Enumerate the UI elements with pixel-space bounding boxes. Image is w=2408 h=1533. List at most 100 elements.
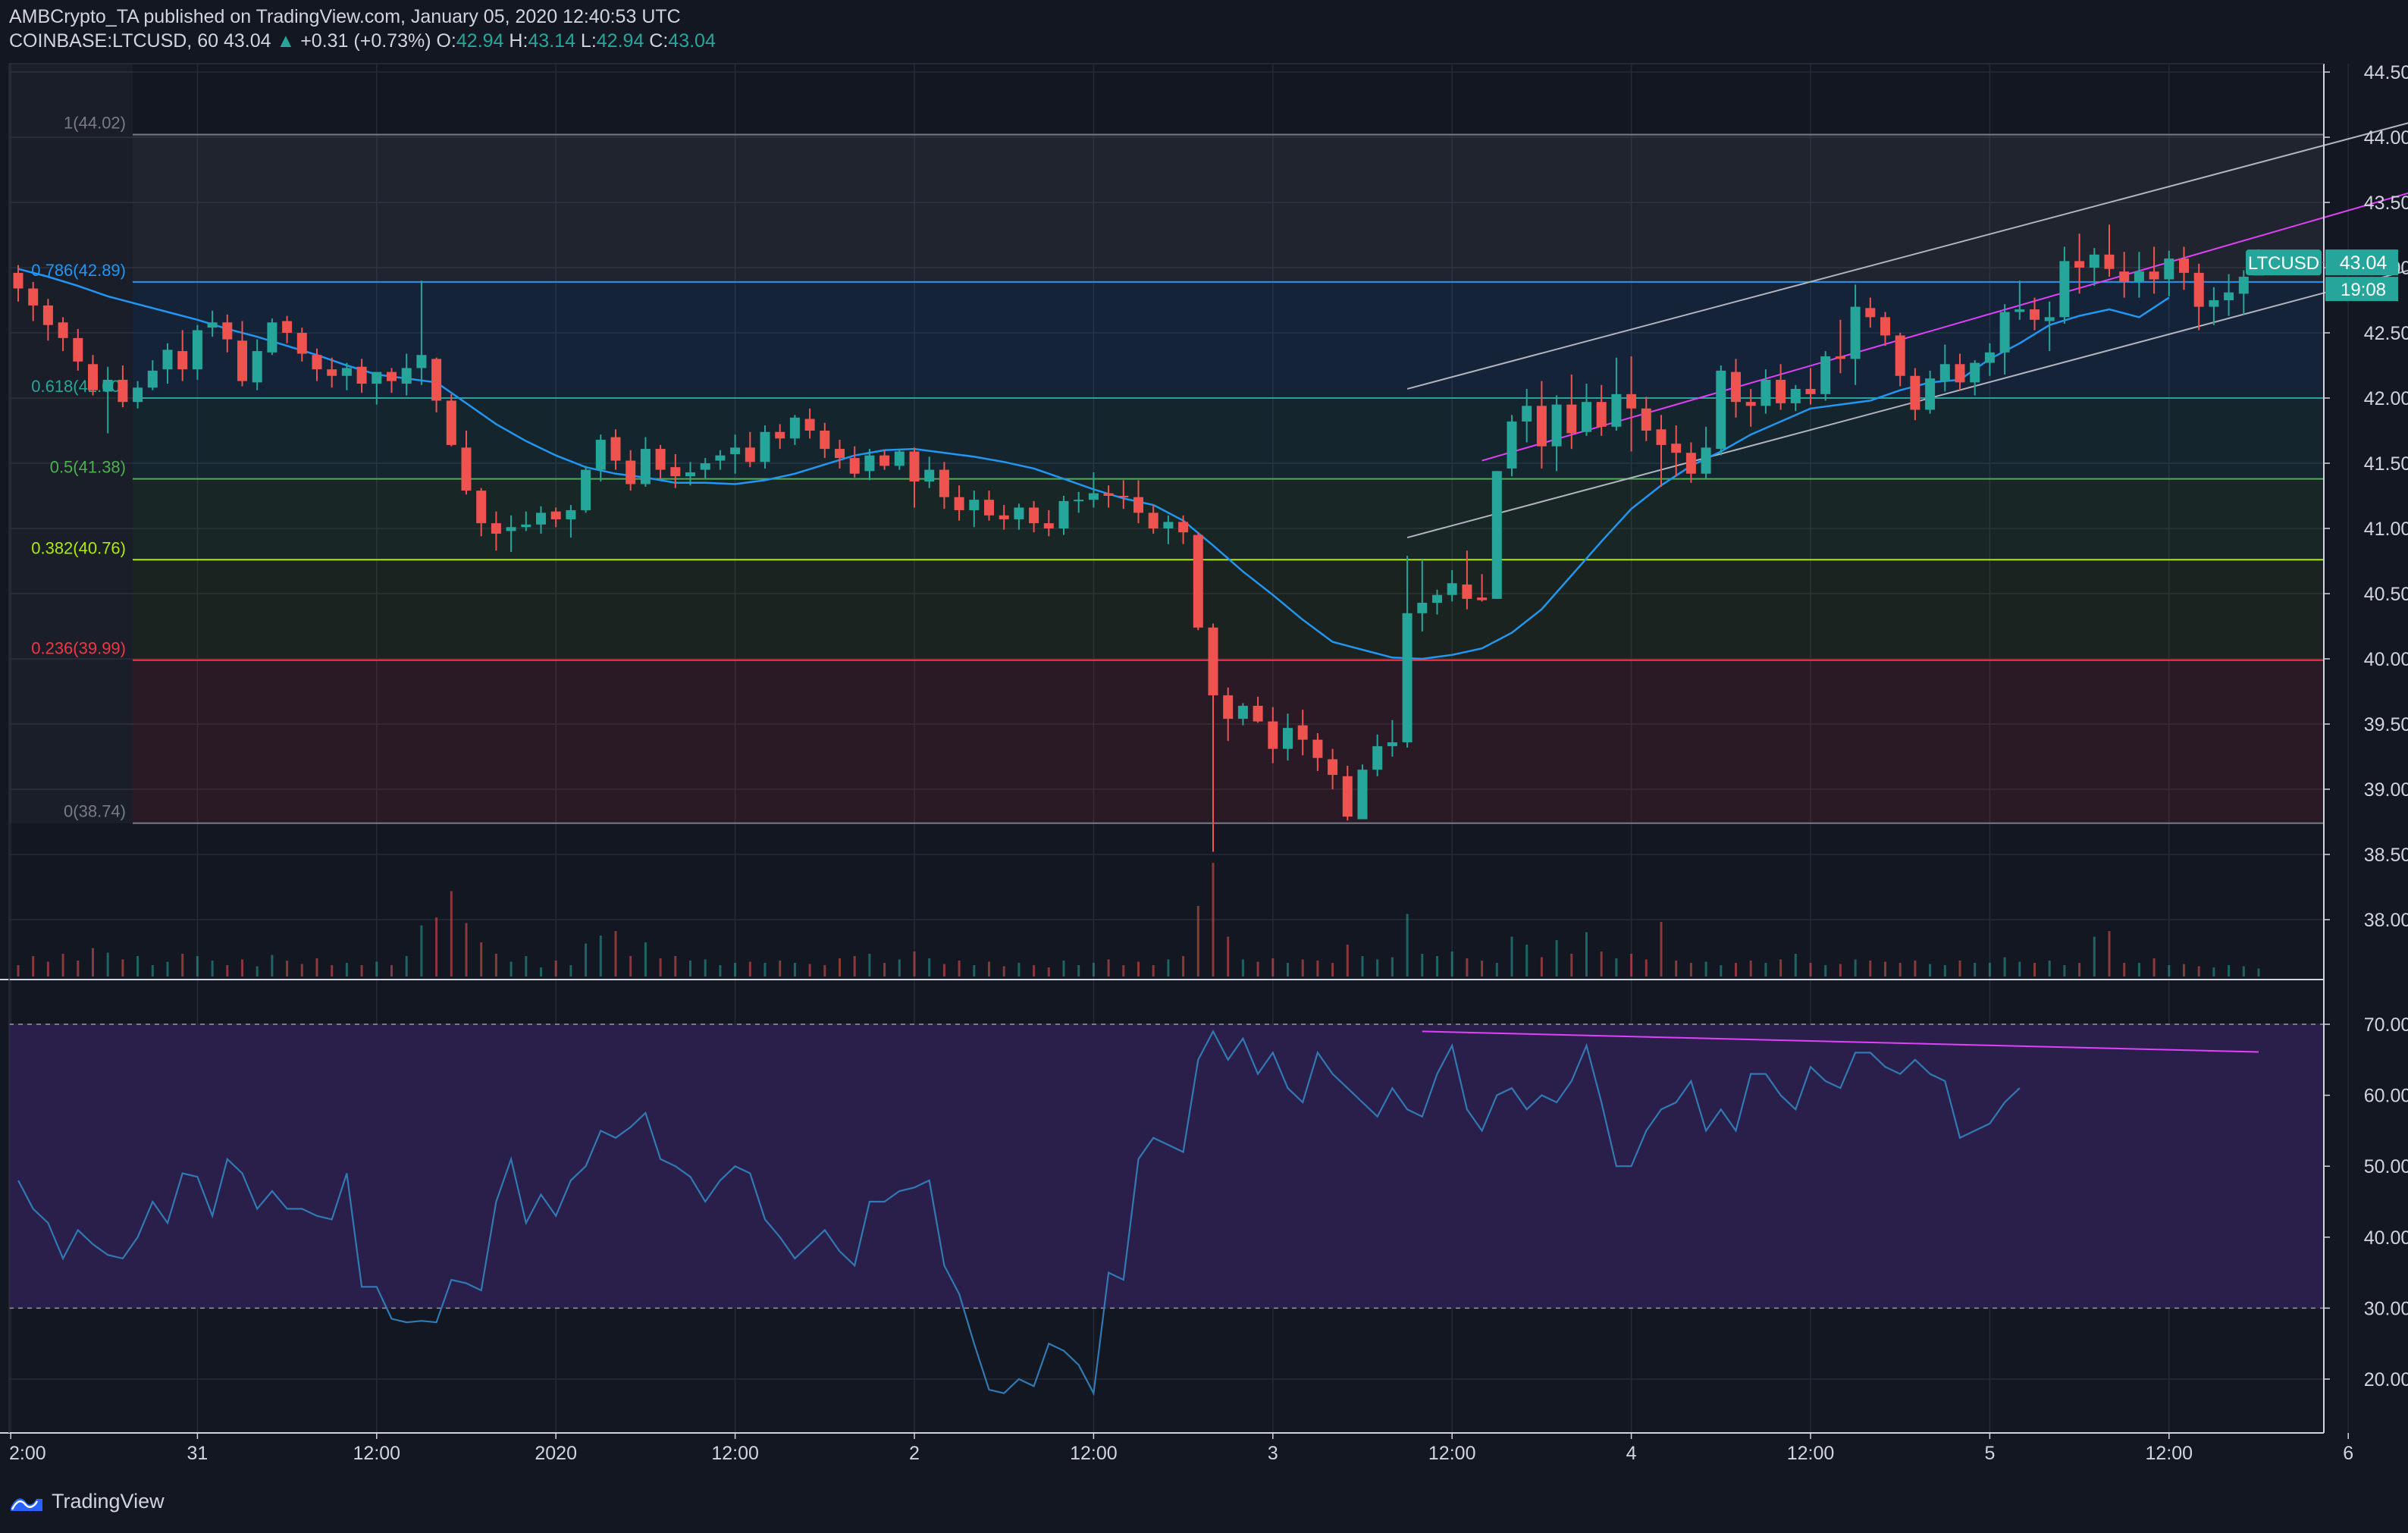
volume-bar xyxy=(1301,959,1304,977)
volume-bar xyxy=(823,965,826,977)
candle-body xyxy=(1955,364,1965,383)
candle xyxy=(2238,270,2249,315)
volume-bar xyxy=(988,961,990,977)
candle-body xyxy=(476,491,487,524)
volume-bar xyxy=(1466,958,1469,977)
candle-body xyxy=(864,455,875,472)
candlesticks xyxy=(13,224,2264,852)
volume-bar xyxy=(1002,966,1005,977)
candle xyxy=(685,462,695,486)
low-value: 42.94 xyxy=(596,30,644,52)
volume-bar xyxy=(973,965,976,977)
candle-body xyxy=(1312,739,1323,758)
candle-body xyxy=(2015,309,2025,312)
candle-body xyxy=(1402,613,1413,743)
candle-body xyxy=(461,447,472,491)
volume-bar xyxy=(2197,966,2200,977)
volume-bar xyxy=(2228,965,2231,977)
low-label: L: xyxy=(580,30,597,52)
volume-bar xyxy=(1182,956,1185,977)
volume-bar xyxy=(1421,954,1424,977)
time-tick-label: 6 xyxy=(2343,1443,2353,1464)
volume-bar xyxy=(1854,959,1857,977)
candle-body xyxy=(1118,496,1129,497)
volume-bar xyxy=(1809,963,1812,977)
candle xyxy=(1402,556,1413,748)
rsi-tick-label: 20.00 xyxy=(2364,1369,2408,1390)
candle xyxy=(1193,532,1203,631)
candle xyxy=(969,491,980,528)
volume-bar xyxy=(106,952,109,977)
volume-bar xyxy=(1914,961,1917,977)
candle-body xyxy=(2209,300,2219,307)
candle xyxy=(1312,733,1323,771)
rsi-line xyxy=(17,1030,2021,1397)
volume-bar xyxy=(77,961,80,977)
candle xyxy=(2134,252,2144,298)
candle xyxy=(864,449,875,481)
candle-body xyxy=(1880,317,1890,336)
candle-body xyxy=(1716,370,1726,450)
candle xyxy=(162,343,173,384)
candle xyxy=(2119,252,2130,298)
candle xyxy=(939,462,949,509)
volume-bar xyxy=(271,955,274,977)
candle xyxy=(1014,503,1024,530)
candle-body xyxy=(1507,421,1517,469)
fib-level-label: 0.382(40.76) xyxy=(31,538,126,557)
candle xyxy=(1701,426,1711,479)
volume-bar xyxy=(689,961,691,977)
candle-body xyxy=(1865,308,1876,318)
candle xyxy=(760,425,770,469)
rsi-tick-label: 70.00 xyxy=(2364,1014,2408,1036)
volume-bar xyxy=(585,943,588,977)
candle xyxy=(610,429,621,470)
candle-body xyxy=(372,371,382,384)
candle-body xyxy=(1596,402,1607,427)
time-tick-label: 12:00 xyxy=(2146,1443,2193,1464)
candle xyxy=(282,315,293,343)
volume-bar xyxy=(196,956,199,977)
candle-body xyxy=(1805,388,1816,394)
candle xyxy=(1955,353,1965,390)
candle xyxy=(1999,304,2010,375)
candle xyxy=(1745,388,1756,427)
price-tick-label: 44.50 xyxy=(2364,62,2408,83)
volume-bar xyxy=(1436,956,1438,977)
tradingview-logo[interactable]: TradingView xyxy=(9,1490,165,1513)
volume-bar xyxy=(942,964,945,977)
volume-bar xyxy=(1749,961,1752,977)
candle xyxy=(2149,246,2159,294)
price-tick-label: 42.00 xyxy=(2364,388,2408,409)
price-tick-label: 38.50 xyxy=(2364,845,2408,866)
candle xyxy=(1253,696,1263,723)
candle xyxy=(312,348,322,381)
candle-body xyxy=(1133,497,1143,513)
volume-bar xyxy=(1884,961,1886,977)
volume-bar xyxy=(151,965,154,977)
candle xyxy=(835,440,845,469)
candle xyxy=(999,505,1009,530)
symbol-tag-bg xyxy=(2246,249,2322,276)
volume-bar xyxy=(2137,963,2140,977)
time-tick-label: 12:00 xyxy=(1428,1443,1476,1464)
volume-bar xyxy=(1600,951,1603,977)
candle-body xyxy=(1163,522,1174,528)
candle-body xyxy=(1193,535,1203,628)
volume-bar xyxy=(839,958,841,977)
candle xyxy=(670,453,681,488)
volume-bar xyxy=(644,942,647,977)
volume-bar xyxy=(435,917,438,977)
symbol-label[interactable]: COINBASE:LTCUSD, 60 xyxy=(9,30,219,52)
candle-body xyxy=(999,515,1009,519)
candle-body xyxy=(1148,513,1159,528)
candle-body xyxy=(491,523,501,534)
candle-body xyxy=(789,417,800,439)
candle xyxy=(387,368,397,393)
volume-bar xyxy=(674,956,677,977)
candle xyxy=(1522,388,1532,443)
candle xyxy=(506,515,516,552)
volume-bar xyxy=(883,963,886,977)
volume-bar xyxy=(629,956,632,977)
candle xyxy=(849,446,860,478)
